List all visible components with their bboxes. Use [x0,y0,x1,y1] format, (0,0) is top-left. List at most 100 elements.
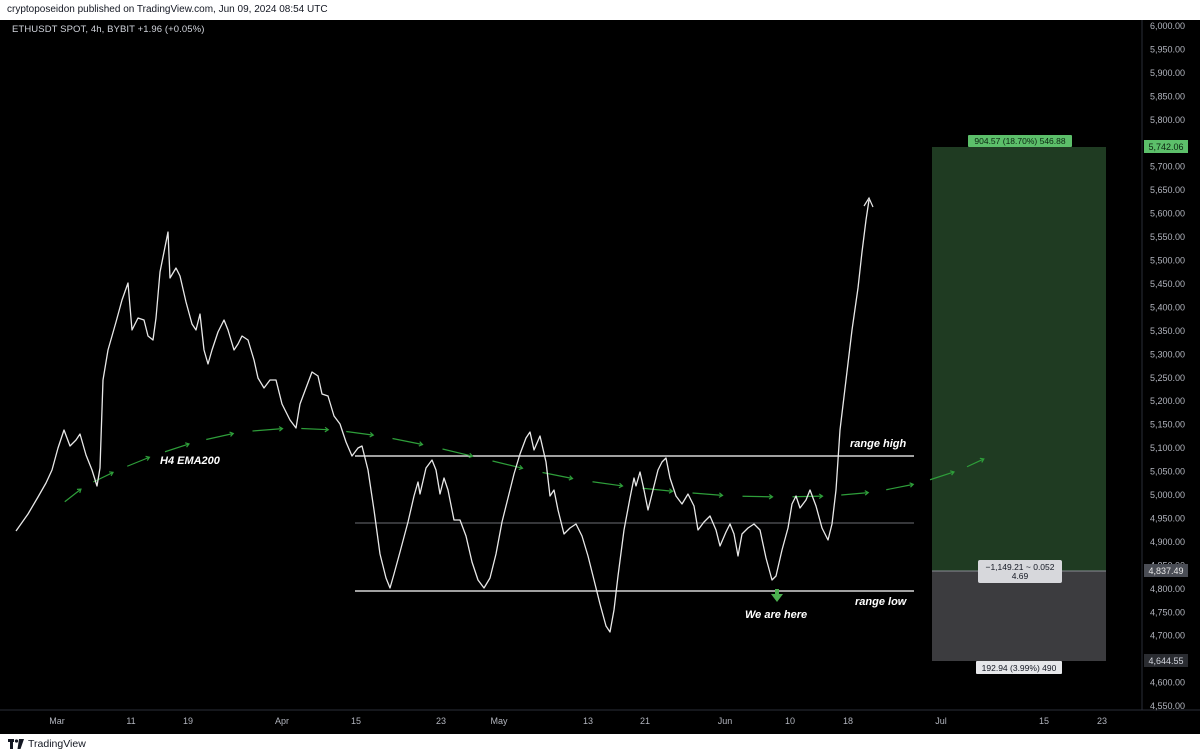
ema-arrowhead [278,426,284,432]
ema-arrowhead [568,475,574,481]
price-axis-label: 5,150.00 [1150,420,1185,430]
ema-arrowhead [518,464,524,471]
ema-dash-segment [127,456,150,467]
price-marker-top-text: 5,742.06 [1148,142,1183,152]
price-marker-bottom-text: 4,644.55 [1148,656,1183,666]
price-axis-label: 5,650.00 [1150,185,1185,195]
ema-dash-segment [301,427,329,431]
ema-arrowhead [229,431,235,437]
ema-dash-segment [929,471,955,481]
footer-bar: TradingView [0,734,1200,754]
price-axis-label: 4,950.00 [1150,513,1185,523]
ema-dash-segment [742,495,773,498]
price-axis-label: 5,350.00 [1150,326,1185,336]
we-are-here-label: We are here [745,609,807,621]
ema-arrowhead [949,470,956,476]
ema-arrowhead [718,492,724,498]
loss-badge-text: 192.94 (3.99%) 490 [982,663,1057,673]
price-marker-top [1144,140,1188,153]
price-line[interactable] [15,199,870,633]
price-axis-label: 5,900.00 [1150,68,1185,78]
time-axis-label: 23 [1097,716,1107,726]
profit-badge [968,135,1072,147]
ema-arrowhead [818,493,824,499]
time-axis-label: 15 [1039,716,1049,726]
publish-header: cryptoposeidon published on TradingView.… [0,0,1200,20]
ema-arrowhead [184,442,191,448]
time-axis-label: 19 [183,716,193,726]
ema-dash-segment [692,492,723,496]
ema-dash-segment [392,437,423,446]
price-marker-mid-text: 4,837.49 [1148,566,1183,576]
tradingview-logo[interactable]: TradingView [8,738,86,750]
price-marker-mid [1144,564,1188,577]
ema-dash-segment [442,448,473,457]
range-high-label: range high [850,438,907,450]
price-axis[interactable]: 6,000.00 5,950.00 5,900.00 5,850.00 5,800.00… [1150,21,1185,711]
ema-dash-segment [966,458,985,468]
time-axis-label: 23 [436,716,446,726]
ema-dash-segment [252,428,283,432]
price-axis-label: 4,800.00 [1150,584,1185,594]
price-axis-label: 5,200.00 [1150,396,1185,406]
price-axis-label: 5,850.00 [1150,91,1185,101]
ema-dash-segment [886,483,914,491]
price-axis-label: 4,700.00 [1150,631,1185,641]
loss-zone[interactable] [932,571,1106,661]
ema-dash-segment [92,471,114,483]
tradingview-brand-text: TradingView [28,738,86,750]
center-badge-line2: 4.69 [1012,571,1029,581]
price-axis-label: 5,100.00 [1150,443,1185,453]
time-axis-label: 21 [640,716,650,726]
symbol-legend[interactable]: ETHUSDT SPOT, 4h, BYBIT +1.96 (+0.05%) [12,24,205,35]
ema-arrowhead [468,452,474,459]
ema-arrowhead [145,455,151,461]
ema-arrowhead [768,494,774,500]
time-axis-label: Apr [275,716,289,726]
price-axis-label: 5,500.00 [1150,256,1185,266]
publish-text: cryptoposeidon published on TradingView.… [7,4,328,15]
price-marker-bottom [1144,654,1188,667]
price-axis-label: 5,600.00 [1150,209,1185,219]
price-axis-label: 4,750.00 [1150,607,1185,617]
range-low-label: range low [855,596,908,608]
price-axis-label: 4,600.00 [1150,678,1185,688]
time-axis-label: Mar [49,716,65,726]
ema-dash-segment [841,492,869,496]
ema-arrowhead [618,482,624,489]
ema-dash-segment [592,481,623,487]
price-axis-label: 5,450.00 [1150,279,1185,289]
profit-badge-text: 904.57 (18.70%) 546.88 [974,136,1065,146]
ema-dash-segment [492,460,523,469]
ema-arrowhead [369,431,375,438]
time-axis-label: May [490,716,508,726]
loss-badge [976,661,1062,674]
ema-arrowhead [668,488,674,494]
center-badge [978,560,1062,583]
price-axis-label: 5,950.00 [1150,44,1185,54]
ema-arrowhead [909,482,915,488]
ema-label: H4 EMA200 [160,455,221,467]
ema-arrowhead [979,457,985,463]
tradingview-logo-icon [8,739,24,749]
ema-arrowhead [109,471,115,477]
price-axis-label: 5,700.00 [1150,162,1185,172]
price-axis-label: 5,000.00 [1150,490,1185,500]
ema-arrowhead [864,490,870,496]
time-axis-label: 18 [843,716,853,726]
ema-dash-segment [346,430,374,436]
ema-dash-segment [206,432,234,441]
price-arrowhead [863,196,874,208]
ema-arrowhead [76,488,82,494]
ema-dash-segment [642,487,673,492]
time-axis-label: 15 [351,716,361,726]
price-axis-label: 5,050.00 [1150,467,1185,477]
price-axis-label: 5,300.00 [1150,349,1185,359]
ema-dash-segment [164,443,190,453]
profit-zone[interactable] [932,147,1106,571]
center-badge-line1: −1,149.21 ~ 0.052 [985,562,1054,572]
time-axis-label: 11 [126,716,135,726]
time-axis[interactable]: Mar 11 19 Apr 15 23 May 13 21 Jun 10 18 Jul 15 23 [49,716,1107,726]
price-axis-label: 5,550.00 [1150,232,1185,242]
chart-canvas[interactable]: H4 EMA200 range high range low We are he… [0,0,1200,734]
